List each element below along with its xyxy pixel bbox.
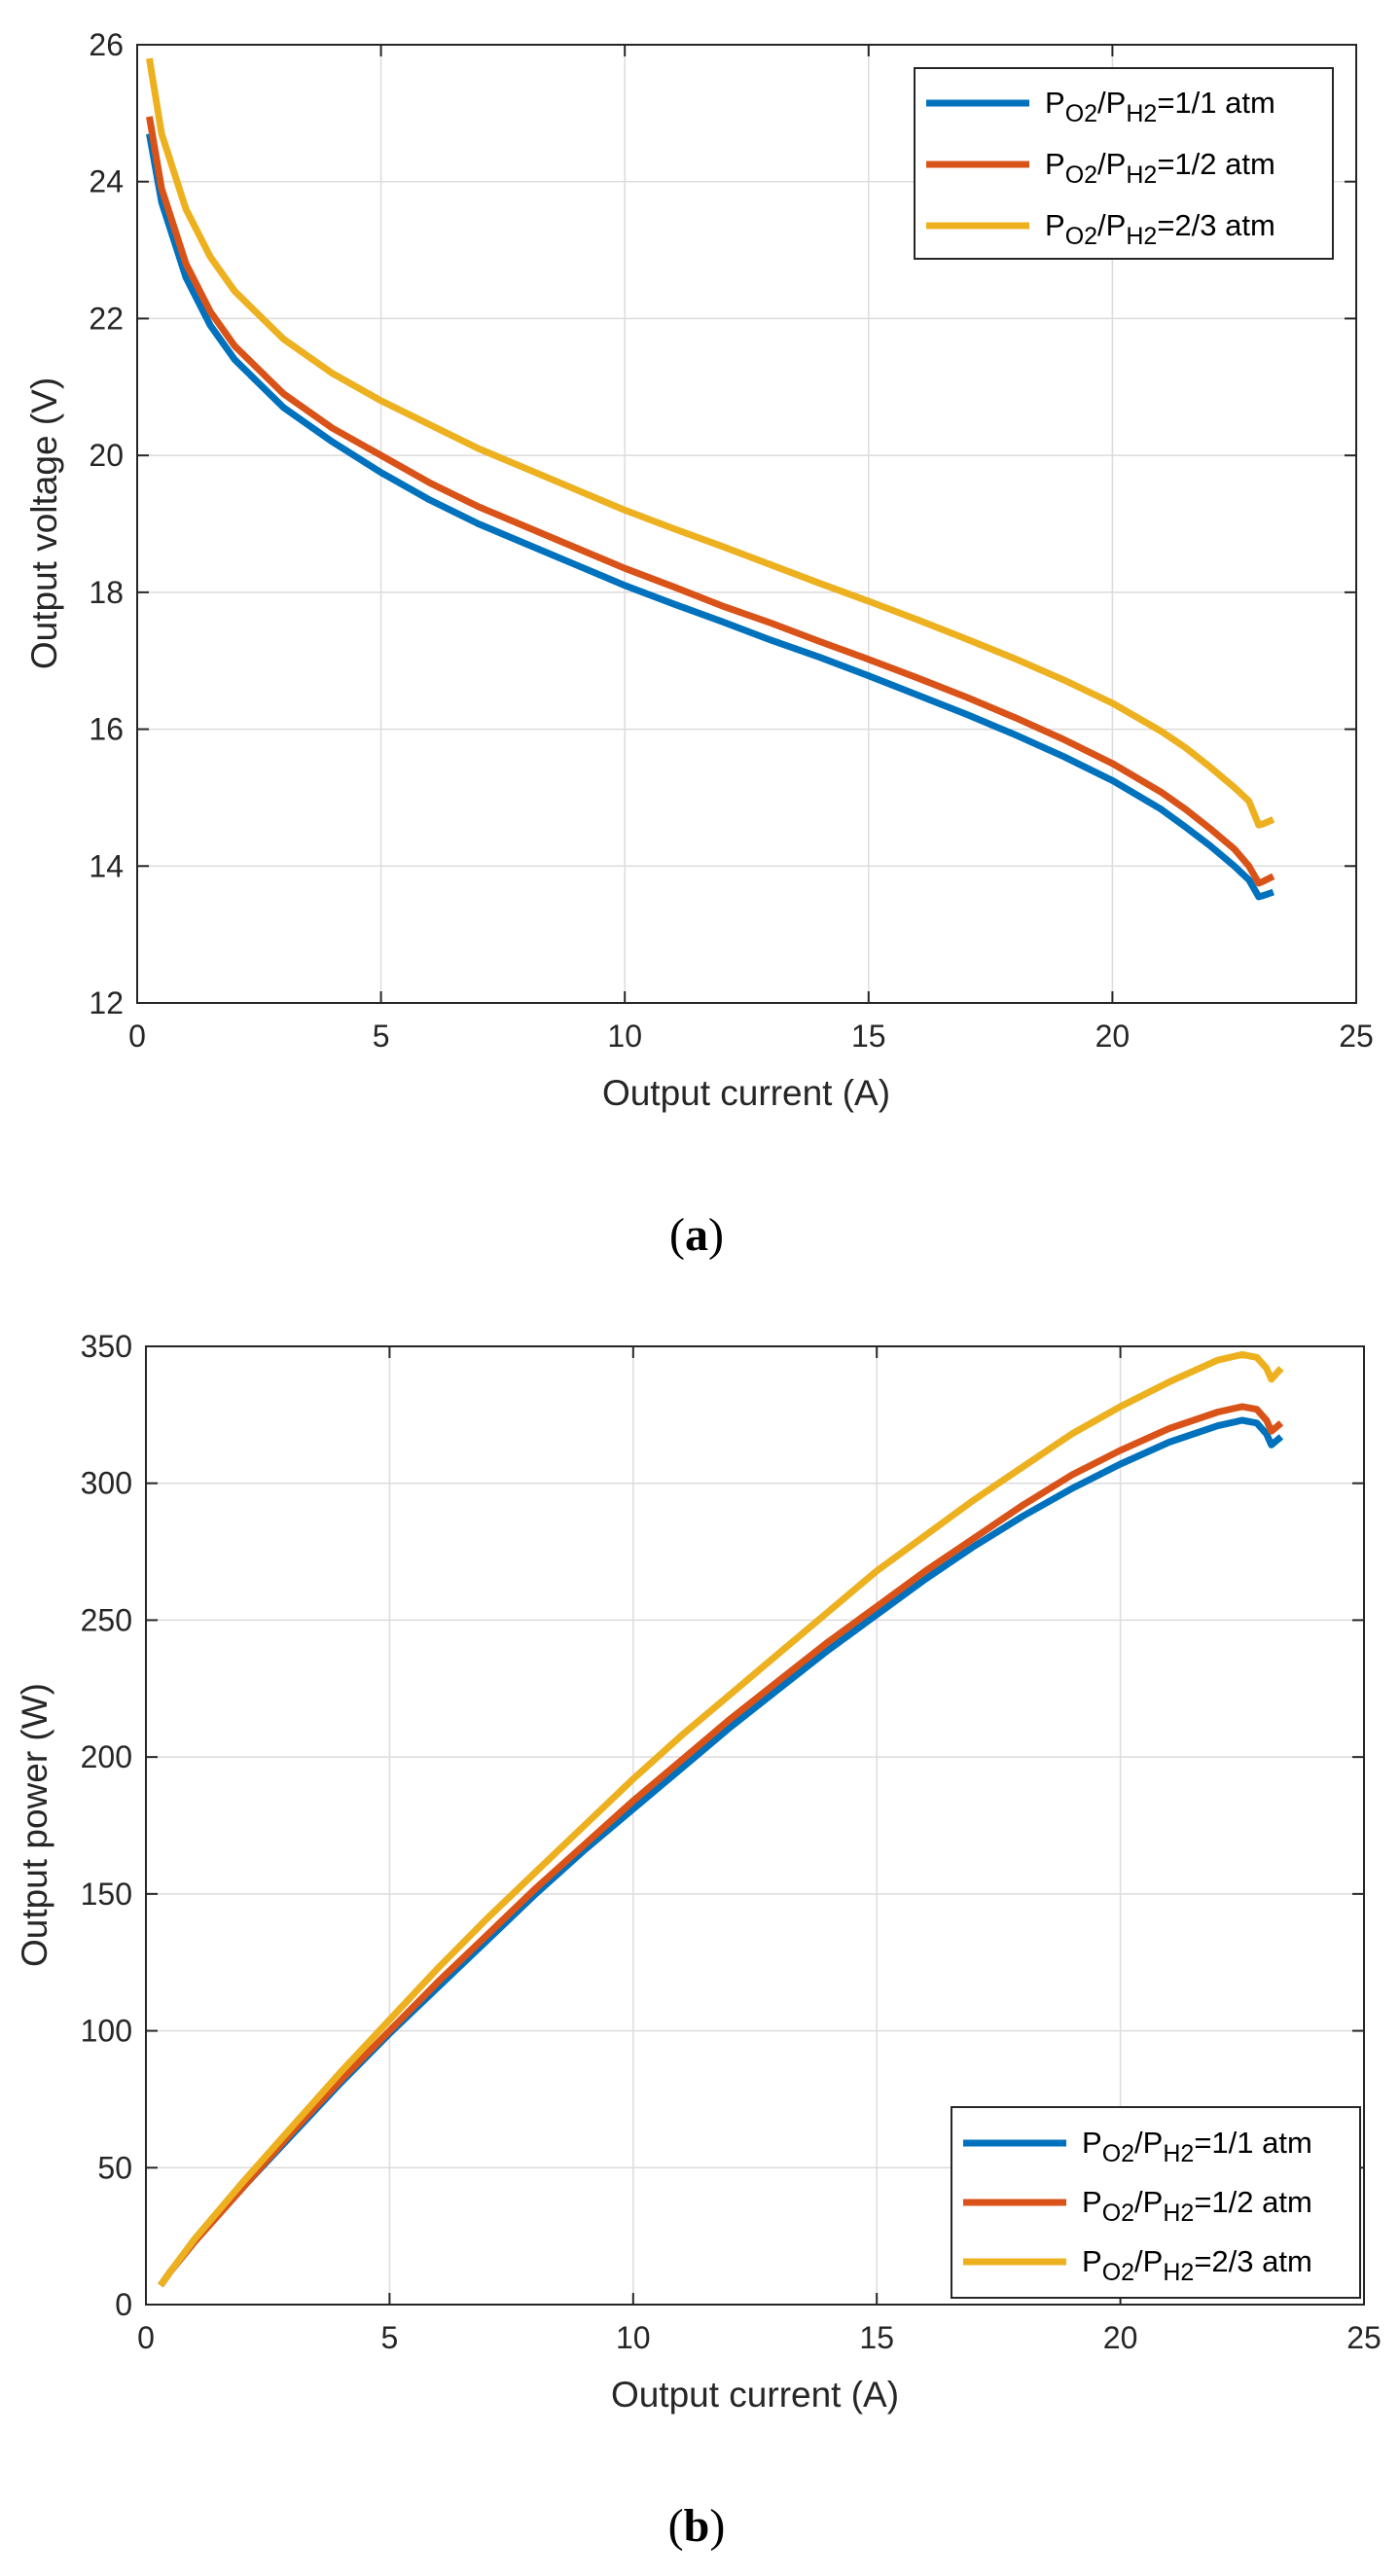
power-y-axis-label: Output power (W) (15, 1683, 54, 1967)
power-y-tick-label: 150 (81, 1877, 132, 1912)
voltage-x-tick-label: 20 (1095, 1019, 1131, 1054)
power-legend: PO2/PH2=1/1 atm PO2/PH2=1/2 atm PO2/PH2=2/… (951, 2106, 1361, 2299)
voltage-y-tick-label: 22 (89, 301, 124, 336)
power-series-line-3 (158, 1350, 1284, 2288)
power-y-tick-label: 200 (81, 1739, 132, 1774)
voltage-chart: 0 5 10 15 20 25 12 14 16 18 20 22 24 26 Output curren… (24, 27, 1374, 1261)
voltage-x-tick-label: 5 (373, 1019, 390, 1054)
power-y-tick-label: 350 (81, 1329, 132, 1364)
voltage-legend-label-2: PO2/PH2=1/2 atm (1045, 147, 1275, 189)
panel-label-b-letter: b (684, 2500, 710, 2552)
power-series-line-2 (158, 1403, 1284, 2288)
voltage-legend: PO2/PH2=1/1 atm PO2/PH2=1/2 atm PO2/PH2=2/… (914, 67, 1334, 260)
voltage-axes-frame (136, 44, 1357, 1004)
power-x-tick-label: 25 (1346, 2320, 1382, 2355)
voltage-x-tick-label: 10 (607, 1019, 642, 1054)
power-x-tick-label: 5 (381, 2320, 399, 2355)
panel-label-b: (b) (668, 2500, 726, 2552)
power-x-tick-label: 10 (616, 2320, 651, 2355)
voltage-x-tick-label: 0 (128, 1019, 146, 1054)
power-y-tick-label: 300 (81, 1466, 132, 1501)
voltage-series-line-3 (146, 57, 1275, 829)
voltage-y-tick-label: 24 (89, 164, 124, 199)
voltage-series-line-2 (146, 116, 1275, 887)
power-x-tick-label: 20 (1103, 2320, 1138, 2355)
power-x-tick-label: 0 (137, 2320, 155, 2355)
power-legend-label-1: PO2/PH2=1/1 atm (1082, 2126, 1312, 2167)
power-y-tick-label: 0 (115, 2287, 132, 2322)
power-legend-label-3: PO2/PH2=2/3 atm (1082, 2244, 1312, 2286)
power-legend-label-2: PO2/PH2=1/2 atm (1082, 2185, 1312, 2227)
power-y-tick-label: 50 (97, 2150, 132, 2185)
voltage-y-tick-label: 12 (89, 985, 124, 1020)
voltage-legend-label-1: PO2/PH2=1/1 atm (1045, 86, 1275, 127)
power-y-tick-label: 100 (81, 2014, 132, 2049)
voltage-y-tick-label: 26 (89, 27, 124, 62)
power-x-tick-label: 15 (859, 2320, 894, 2355)
voltage-y-tick-label: 20 (89, 438, 124, 473)
voltage-y-tick-label: 14 (89, 848, 124, 883)
voltage-y-tick-label: 18 (89, 575, 124, 610)
panel-label-a-letter: a (685, 1209, 708, 1261)
power-x-axis-label: Output current (A) (611, 2375, 899, 2415)
power-y-tick-label: 250 (81, 1602, 132, 1637)
power-axes-frame (145, 1345, 1365, 2306)
voltage-legend-label-3: PO2/PH2=2/3 atm (1045, 208, 1275, 250)
panel-label-a: (a) (669, 1209, 724, 1261)
voltage-x-axis-label: Output current (A) (602, 1073, 890, 1113)
voltage-series-line-1 (146, 132, 1274, 901)
voltage-x-tick-label: 15 (851, 1019, 886, 1054)
voltage-y-tick-label: 16 (89, 712, 124, 747)
voltage-y-axis-label: Output voltage (V) (24, 377, 64, 669)
voltage-x-tick-label: 25 (1339, 1019, 1374, 1054)
